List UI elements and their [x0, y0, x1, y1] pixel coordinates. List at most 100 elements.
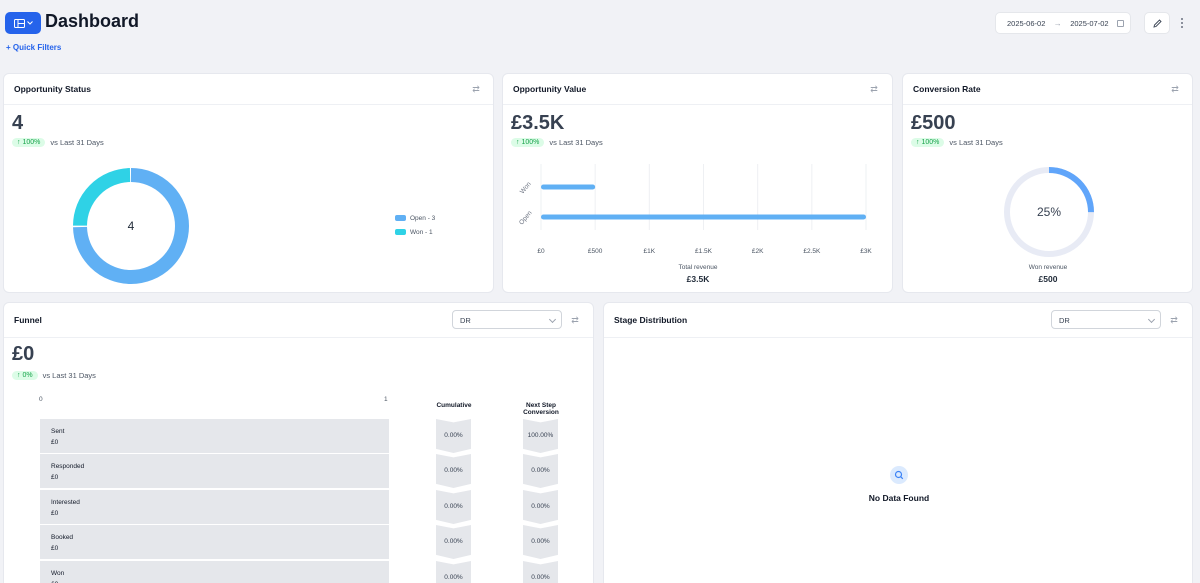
- funnel-row: Sent £0: [40, 419, 389, 453]
- funnel-stage-amount: £0: [51, 581, 58, 583]
- column-header-line: Conversion: [523, 409, 559, 416]
- funnel-stage-amount: £0: [51, 510, 59, 517]
- funnel-stage-name: Sent: [51, 428, 65, 435]
- funnel-stage-name: Interested: [51, 499, 80, 506]
- x-tick-label: £1K: [644, 248, 656, 255]
- next-step-cell: 100.00%: [523, 419, 558, 453]
- metric-value: £500: [911, 112, 956, 134]
- swap-arrows-icon[interactable]: ⇄: [870, 84, 878, 94]
- swap-arrows-icon[interactable]: ⇄: [472, 84, 480, 94]
- card-header: Opportunity Value ⇄: [503, 74, 892, 105]
- swap-arrows-icon[interactable]: ⇄: [1171, 84, 1179, 94]
- opportunity-value-card: Opportunity Value ⇄ £3.5K ↑ 100% vs Last…: [502, 73, 893, 293]
- pencil-icon: [1152, 18, 1162, 28]
- date-range-picker[interactable]: 2025-06-02 → 2025-07-02: [995, 12, 1131, 34]
- metric-value: 4: [12, 112, 24, 134]
- funnel-stage-name: Booked: [51, 534, 74, 541]
- trend: ↑ 100% vs Last 31 Days: [511, 138, 603, 147]
- metric-value: £3.5K: [511, 112, 565, 134]
- card-header: Conversion Rate ⇄: [903, 74, 1192, 105]
- quick-filters-link[interactable]: + Quick Filters: [6, 43, 62, 52]
- chevron-down-icon: [26, 21, 33, 25]
- trend-badge: ↑ 0%: [12, 371, 38, 380]
- axis-max-label: 1: [384, 396, 388, 403]
- cumulative-cell: 0.00%: [436, 454, 471, 488]
- axis-min-label: 0: [39, 396, 43, 403]
- select-value: DR: [1059, 316, 1070, 325]
- chart-legend: Open - 3 Won - 1: [395, 211, 435, 239]
- swap-arrows-icon[interactable]: ⇄: [1170, 315, 1178, 325]
- chevron-down-icon: [1147, 315, 1156, 324]
- x-tick-label: £2K: [752, 248, 764, 255]
- next-step-cell: 0.00%: [523, 454, 558, 488]
- funnel-stage-amount: £0: [51, 439, 59, 446]
- chevron-down-icon: [548, 315, 557, 324]
- trend: ↑ 0% vs Last 31 Days: [12, 371, 96, 380]
- trend-label: vs Last 31 Days: [949, 138, 1003, 147]
- column-header-cumulative: Cumulative: [436, 402, 472, 409]
- swap-arrows-icon[interactable]: ⇄: [571, 315, 579, 325]
- card-title: Conversion Rate: [913, 84, 981, 94]
- funnel-stage-amount: £0: [51, 545, 59, 552]
- funnel-row: Interested £0: [40, 490, 389, 524]
- view-switcher-button[interactable]: [5, 12, 41, 34]
- x-tick-label: £500: [588, 248, 603, 255]
- trend-label: vs Last 31 Days: [549, 138, 603, 147]
- footer-label: Total revenue: [678, 264, 718, 271]
- trend-badge: ↑ 100%: [911, 138, 945, 147]
- funnel-stage-name: Won: [51, 570, 65, 577]
- funnel-stage-name: Responded: [51, 463, 85, 470]
- conversion-rate-card: Conversion Rate ⇄ £500 ↑ 100% vs Last 31…: [902, 73, 1193, 293]
- trend-label: vs Last 31 Days: [42, 371, 96, 380]
- legend-item-won: Won - 1: [395, 225, 435, 239]
- metric-value: £0: [12, 343, 35, 365]
- trend-badge: ↑ 100%: [511, 138, 545, 147]
- y-category-label: Won: [519, 180, 533, 195]
- gauge-label: 25%: [1037, 205, 1061, 219]
- funnel-pipeline-select[interactable]: DR: [452, 310, 562, 329]
- bar-open[interactable]: [541, 214, 866, 220]
- column-header-next-step: Next Step Conversion: [516, 402, 566, 416]
- layout-icon: [13, 18, 25, 28]
- stage-pipeline-select[interactable]: DR: [1051, 310, 1161, 329]
- bar-chart: £0 £500 £1K £1.5K £2K £2.5K £3K Won Open: [518, 164, 872, 255]
- cumulative-cell: 0.00%: [436, 490, 471, 524]
- bar-won[interactable]: [541, 184, 596, 190]
- card-title: Funnel: [14, 315, 42, 325]
- arrow-right-icon: →: [1053, 18, 1062, 28]
- search-icon: [890, 466, 908, 484]
- kebab-icon[interactable]: [1176, 14, 1188, 32]
- opportunity-status-card: Opportunity Status ⇄ 4 ↑ 100% vs Last 31…: [3, 73, 494, 293]
- calendar-icon: [1116, 19, 1124, 27]
- x-tick-label: £0: [537, 248, 545, 255]
- card-title: Opportunity Status: [14, 84, 91, 94]
- select-value: DR: [460, 316, 471, 325]
- x-tick-label: £2.5K: [803, 248, 821, 255]
- donut-chart: 4: [73, 168, 189, 284]
- next-step-cell: 0.00%: [523, 561, 558, 583]
- card-header: Funnel DR ⇄: [4, 303, 593, 338]
- column-header-line: Next Step: [526, 402, 556, 409]
- cumulative-cell: 0.00%: [436, 561, 471, 583]
- x-tick-label: £1.5K: [695, 248, 713, 255]
- funnel-row: Responded £0: [40, 454, 389, 488]
- legend-item-open: Open - 3: [395, 211, 435, 225]
- funnel-stage-amount: £0: [51, 474, 59, 481]
- trend-label: vs Last 31 Days: [50, 138, 104, 147]
- funnel-row: Booked £0: [40, 525, 389, 559]
- funnel-card: Funnel DR ⇄ £0 ↑ 0% vs Last 31 Days 0 1 …: [3, 302, 594, 583]
- edit-dashboard-button[interactable]: [1144, 12, 1170, 34]
- empty-state: No Data Found: [604, 466, 1192, 503]
- stage-distribution-card: Stage Distribution DR ⇄ No Data Found: [603, 302, 1193, 583]
- date-start: 2025-06-02: [1007, 18, 1046, 28]
- legend-swatch: [395, 215, 406, 221]
- funnel-row: Won £0: [40, 561, 389, 583]
- legend-swatch: [395, 229, 406, 235]
- legend-label: Open - 3: [410, 214, 436, 222]
- footer-value: £3.5K: [686, 274, 710, 284]
- chart-footer: Won revenue £500: [948, 264, 1148, 284]
- footer-label: Won revenue: [1028, 264, 1068, 271]
- cumulative-cell: 0.00%: [436, 419, 471, 453]
- donut-slice-open[interactable]: [73, 168, 189, 284]
- card-title: Stage Distribution: [614, 315, 688, 325]
